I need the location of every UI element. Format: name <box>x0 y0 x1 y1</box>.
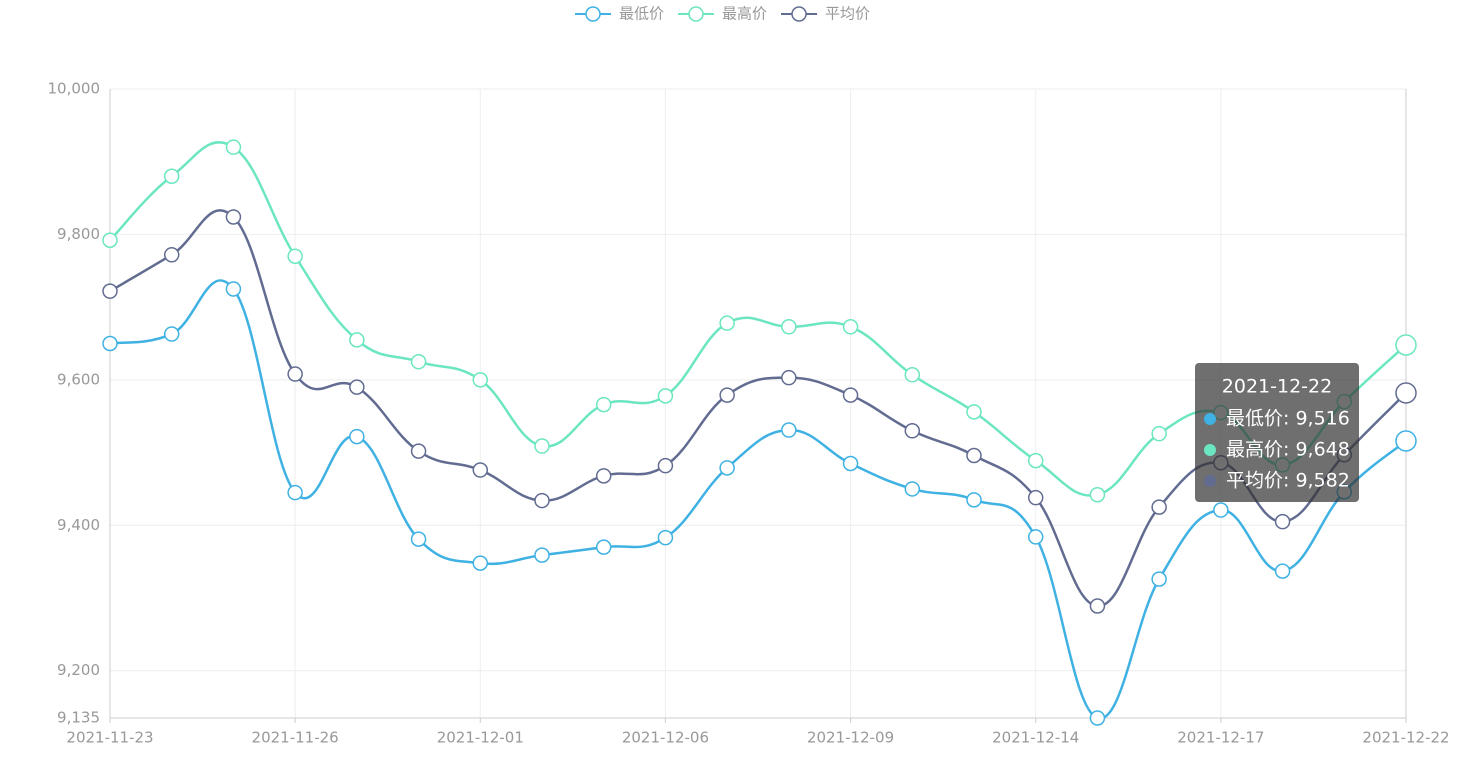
data-point[interactable] <box>595 539 612 555</box>
data-point[interactable] <box>1089 487 1106 503</box>
data-point[interactable] <box>163 168 180 185</box>
data-point[interactable] <box>1274 513 1291 530</box>
data-point[interactable] <box>534 492 550 509</box>
data-point[interactable] <box>225 139 242 155</box>
tooltip-item: 最高价: 9,648 <box>1226 439 1350 461</box>
x-tick-label: 2021-11-23 <box>66 729 153 747</box>
legend-marker <box>791 6 807 22</box>
data-point[interactable] <box>966 404 982 420</box>
data-point[interactable] <box>657 529 674 546</box>
data-point[interactable] <box>102 283 118 299</box>
data-point[interactable] <box>163 326 180 342</box>
data-point[interactable] <box>1151 499 1167 515</box>
data-point[interactable] <box>904 481 921 497</box>
data-point[interactable] <box>966 447 982 464</box>
data-point[interactable] <box>1213 502 1229 518</box>
data-point[interactable] <box>410 443 427 459</box>
data-point[interactable] <box>966 492 982 508</box>
data-point[interactable] <box>349 332 365 348</box>
data-point[interactable] <box>1151 571 1167 587</box>
legend-item[interactable]: 最低价 <box>575 5 664 23</box>
data-point[interactable] <box>287 484 303 501</box>
y-tick-label: 9,800 <box>57 225 100 243</box>
legend: 最低价 最高价 平均价 <box>575 5 870 23</box>
data-point[interactable] <box>225 209 242 225</box>
legend-label: 平均价 <box>825 5 870 23</box>
data-point[interactable] <box>781 319 797 335</box>
data-point[interactable] <box>349 379 365 395</box>
data-point[interactable] <box>595 468 612 484</box>
data-point[interactable] <box>102 232 118 249</box>
data-point[interactable] <box>1395 334 1417 356</box>
x-tick-label: 2021-12-09 <box>807 729 894 747</box>
data-point[interactable] <box>657 388 674 404</box>
data-point[interactable] <box>1027 452 1044 469</box>
data-point[interactable] <box>1395 430 1417 452</box>
data-point[interactable] <box>1151 425 1167 442</box>
x-tick-label: 2021-12-01 <box>437 729 524 747</box>
legend-item[interactable]: 最高价 <box>678 5 767 23</box>
data-point[interactable] <box>472 555 489 571</box>
data-point[interactable] <box>225 281 242 297</box>
y-tick-label: 9,200 <box>57 661 100 679</box>
data-point[interactable] <box>719 460 735 476</box>
tooltip-item: 平均价: 9,582 <box>1226 470 1350 492</box>
data-point[interactable] <box>1395 382 1417 404</box>
data-point[interactable] <box>842 387 859 403</box>
tooltip: 2021-12-22 最低价: 9,516 最高价: 9,648 平均价: 9,582 <box>1195 363 1359 502</box>
data-point[interactable] <box>904 423 921 439</box>
data-point[interactable] <box>1089 710 1106 726</box>
y-tick-label: 9,400 <box>57 516 100 534</box>
legend-label: 最高价 <box>722 5 767 23</box>
data-point[interactable] <box>719 315 735 331</box>
x-tick-label: 2021-12-06 <box>622 729 709 747</box>
data-point[interactable] <box>1027 489 1044 506</box>
data-point[interactable] <box>1027 529 1044 545</box>
data-point[interactable] <box>287 248 303 264</box>
data-point[interactable] <box>163 247 180 263</box>
data-point[interactable] <box>534 547 550 563</box>
y-tick-label: 10,000 <box>48 80 101 98</box>
data-point[interactable] <box>349 428 365 445</box>
data-point[interactable] <box>1274 563 1291 579</box>
legend-item[interactable]: 平均价 <box>781 5 870 23</box>
data-point[interactable] <box>472 372 489 388</box>
y-tick-label: 9,600 <box>57 370 100 388</box>
x-tick-label: 2021-11-26 <box>252 729 339 747</box>
tooltip-marker <box>1204 413 1216 425</box>
data-point[interactable] <box>904 367 921 383</box>
data-point[interactable] <box>410 531 427 547</box>
legend-label: 最低价 <box>619 5 664 23</box>
x-tick-label: 2021-12-14 <box>992 729 1079 747</box>
y-tick-label: 9,135 <box>57 709 100 727</box>
tooltip-title: 2021-12-22 <box>1222 376 1332 398</box>
data-point[interactable] <box>595 396 612 413</box>
data-point[interactable] <box>842 455 859 472</box>
tooltip-marker <box>1204 444 1216 456</box>
legend-marker <box>688 6 704 22</box>
tooltip-box <box>1195 363 1359 502</box>
data-point[interactable] <box>534 438 550 454</box>
data-point[interactable] <box>781 369 797 386</box>
data-point[interactable] <box>410 353 427 370</box>
data-point[interactable] <box>781 422 797 438</box>
data-point[interactable] <box>287 366 303 382</box>
data-point[interactable] <box>719 387 735 403</box>
legend-marker <box>585 6 601 22</box>
data-point[interactable] <box>102 335 118 352</box>
data-point[interactable] <box>842 319 859 335</box>
tooltip-item: 最低价: 9,516 <box>1226 408 1350 430</box>
data-point[interactable] <box>657 457 674 474</box>
tooltip-marker <box>1204 475 1216 487</box>
x-tick-label: 2021-12-22 <box>1362 729 1449 747</box>
data-point[interactable] <box>472 462 489 478</box>
series-line <box>109 279 1407 720</box>
data-point[interactable] <box>1089 598 1106 614</box>
x-tick-label: 2021-12-17 <box>1177 729 1264 747</box>
